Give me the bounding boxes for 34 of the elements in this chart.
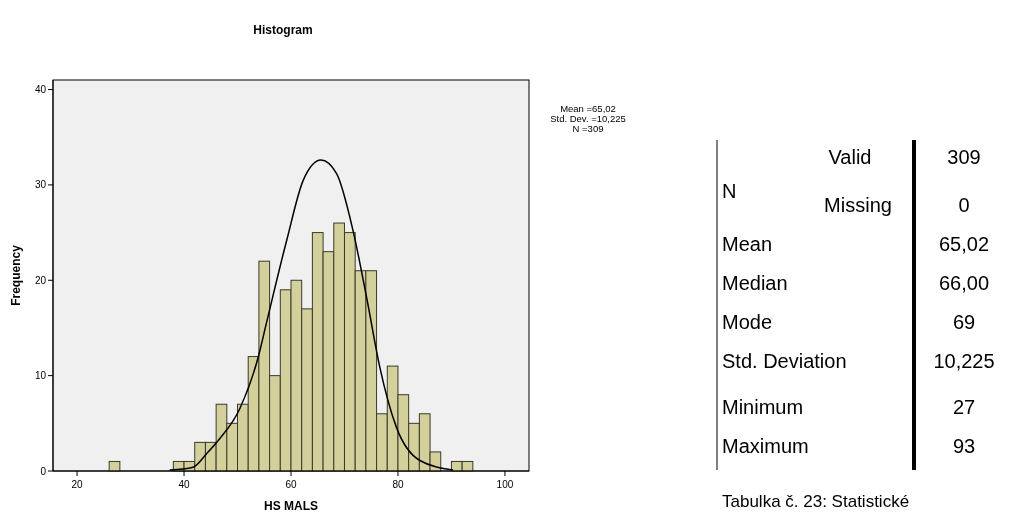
text: Minimum [722,396,804,418]
text: 27 [952,396,976,418]
text: 10,225 [933,350,995,372]
y-tick-label: 10 [34,370,47,382]
text: 0 [958,194,970,216]
y-axis-title: Frequency [9,244,23,306]
y-tick-label: 20 [34,274,47,286]
y-tick-label: 0 [40,465,47,477]
x-tick-label: 80 [392,479,404,490]
text: 65,02 [938,233,990,255]
x-tick-label: 40 [178,479,191,490]
text: Mean =65,02 [560,103,616,114]
text: N =309 [572,123,604,134]
text: Std. Dev. =10,225 [550,113,626,124]
text: Maximum [722,435,809,457]
text: Mean [722,233,773,255]
text: 309 [947,146,981,168]
text: 66,00 [938,272,990,294]
text: N [722,180,737,202]
y-tick-label: 40 [34,84,47,96]
chart-title: Histogram [253,23,313,37]
x-axis-title: HS MALS [264,499,318,513]
text: Valid [828,146,872,168]
x-tick-label: 60 [285,479,297,490]
text: Tabulka č. 23: Statistické [722,492,910,511]
text: Median [722,272,788,294]
text: 69 [952,311,976,333]
text: Missing [824,194,892,216]
y-tick-label: 30 [34,179,47,191]
x-tick-label: 100 [496,479,514,490]
text: 93 [952,435,976,457]
text: Std. Deviation [722,350,847,372]
x-tick-label: 20 [71,479,84,490]
text: Mode [722,311,773,333]
